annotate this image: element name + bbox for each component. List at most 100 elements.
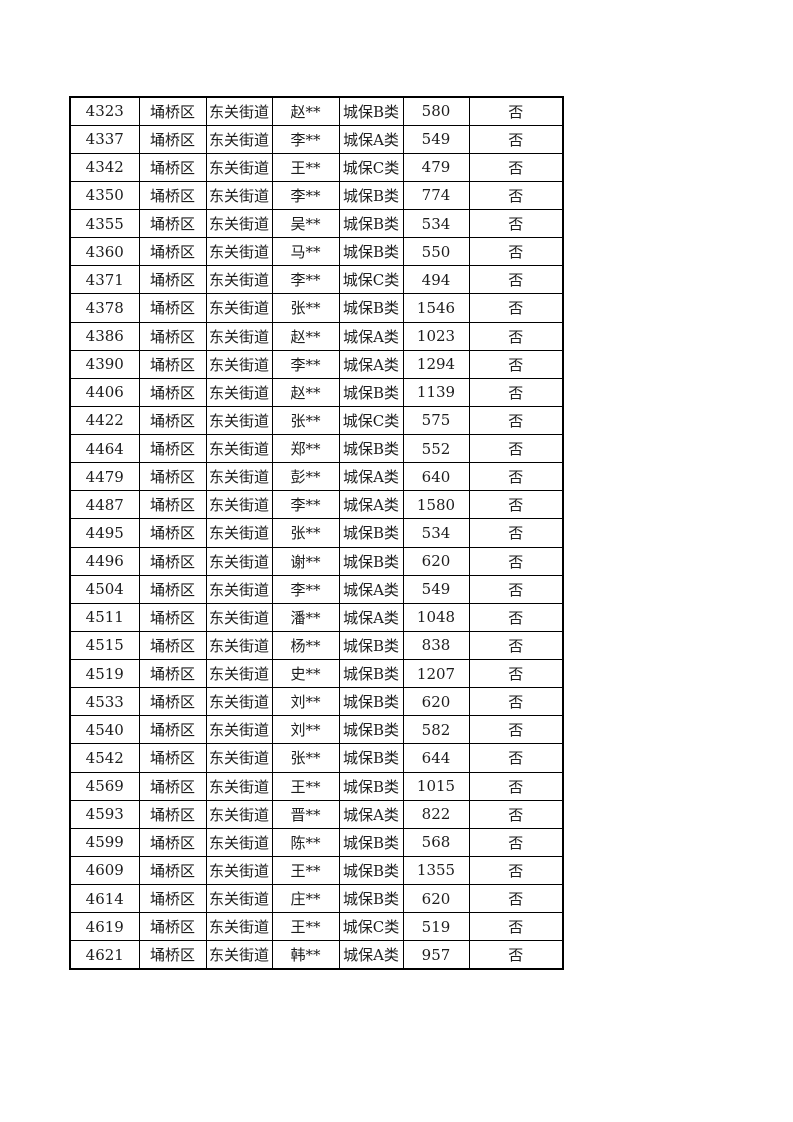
cell-flag: 否 xyxy=(468,349,564,379)
cell-name: 李** xyxy=(271,574,340,604)
cell-district: 埇桥区 xyxy=(138,940,207,970)
cell-subdistrict: 东关街道 xyxy=(205,658,273,689)
cell-amount: 549 xyxy=(402,124,470,154)
cell-amount: 1580 xyxy=(402,490,470,520)
cell-category: 城保B类 xyxy=(338,518,404,548)
cell-flag: 否 xyxy=(468,799,564,829)
cell-flag: 否 xyxy=(468,490,564,520)
cell-name: 刘** xyxy=(271,687,340,717)
cell-name: 庄** xyxy=(271,883,340,914)
cell-district: 埇桥区 xyxy=(138,630,207,661)
cell-subdistrict: 东关街道 xyxy=(205,883,273,914)
cell-district: 埇桥区 xyxy=(138,883,207,914)
cell-amount: 1015 xyxy=(402,771,470,801)
cell-amount: 1546 xyxy=(402,293,470,323)
cell-record-id: 4495 xyxy=(69,518,140,548)
cell-amount: 494 xyxy=(402,265,470,295)
cell-subdistrict: 东关街道 xyxy=(205,321,273,351)
cell-flag: 否 xyxy=(468,152,564,182)
cell-flag: 否 xyxy=(468,883,564,914)
table-row: 4614 埇桥区 东关街道 庄** 城保B类 620 否 xyxy=(69,883,564,914)
cell-record-id: 4422 xyxy=(69,405,140,436)
cell-flag: 否 xyxy=(468,912,564,942)
cell-name: 李** xyxy=(271,349,340,379)
cell-name: 赵** xyxy=(271,377,340,407)
cell-name: 潘** xyxy=(271,602,340,632)
cell-name: 李** xyxy=(271,490,340,520)
table-row: 4511 埇桥区 东关街道 潘** 城保A类 1048 否 xyxy=(69,602,564,632)
cell-name: 史** xyxy=(271,658,340,689)
cell-name: 杨** xyxy=(271,630,340,661)
cell-category: 城保C类 xyxy=(338,405,404,436)
cell-name: 李** xyxy=(271,180,340,211)
cell-district: 埇桥区 xyxy=(138,912,207,942)
cell-flag: 否 xyxy=(468,180,564,211)
cell-name: 王** xyxy=(271,855,340,886)
cell-flag: 否 xyxy=(468,462,564,492)
cell-flag: 否 xyxy=(468,602,564,632)
cell-flag: 否 xyxy=(468,433,564,464)
cell-subdistrict: 东关街道 xyxy=(205,377,273,407)
cell-category: 城保B类 xyxy=(338,433,404,464)
cell-district: 埇桥区 xyxy=(138,405,207,436)
table-row: 4406 埇桥区 东关街道 赵** 城保B类 1139 否 xyxy=(69,377,564,407)
cell-amount: 620 xyxy=(402,546,470,576)
cell-district: 埇桥区 xyxy=(138,743,207,773)
cell-category: 城保A类 xyxy=(338,602,404,632)
cell-record-id: 4593 xyxy=(69,799,140,829)
table-row: 4323 埇桥区 东关街道 赵** 城保B类 580 否 xyxy=(69,96,564,126)
cell-flag: 否 xyxy=(468,293,564,323)
cell-amount: 620 xyxy=(402,687,470,717)
cell-record-id: 4619 xyxy=(69,912,140,942)
cell-district: 埇桥区 xyxy=(138,462,207,492)
cell-district: 埇桥区 xyxy=(138,658,207,689)
table-row: 4386 埇桥区 东关街道 赵** 城保A类 1023 否 xyxy=(69,321,564,351)
cell-category: 城保B类 xyxy=(338,237,404,267)
cell-amount: 519 xyxy=(402,912,470,942)
table-row: 4599 埇桥区 东关街道 陈** 城保B类 568 否 xyxy=(69,827,564,857)
cell-flag: 否 xyxy=(468,715,564,745)
cell-subdistrict: 东关街道 xyxy=(205,349,273,379)
cell-amount: 534 xyxy=(402,518,470,548)
cell-name: 张** xyxy=(271,743,340,773)
cell-subdistrict: 东关街道 xyxy=(205,546,273,576)
cell-category: 城保A类 xyxy=(338,321,404,351)
cell-amount: 838 xyxy=(402,630,470,661)
cell-record-id: 4540 xyxy=(69,715,140,745)
cell-flag: 否 xyxy=(468,743,564,773)
cell-category: 城保B类 xyxy=(338,377,404,407)
cell-amount: 1207 xyxy=(402,658,470,689)
cell-district: 埇桥区 xyxy=(138,490,207,520)
cell-record-id: 4569 xyxy=(69,771,140,801)
cell-name: 张** xyxy=(271,405,340,436)
table-row: 4487 埇桥区 东关街道 李** 城保A类 1580 否 xyxy=(69,490,564,520)
cell-district: 埇桥区 xyxy=(138,180,207,211)
cell-category: 城保C类 xyxy=(338,912,404,942)
cell-subdistrict: 东关街道 xyxy=(205,405,273,436)
cell-amount: 1355 xyxy=(402,855,470,886)
table-row: 4533 埇桥区 东关街道 刘** 城保B类 620 否 xyxy=(69,687,564,717)
cell-amount: 580 xyxy=(402,96,470,126)
cell-record-id: 4519 xyxy=(69,658,140,689)
cell-category: 城保A类 xyxy=(338,799,404,829)
cell-category: 城保B类 xyxy=(338,630,404,661)
cell-name: 刘** xyxy=(271,715,340,745)
cell-category: 城保B类 xyxy=(338,180,404,211)
cell-category: 城保B类 xyxy=(338,687,404,717)
cell-amount: 1048 xyxy=(402,602,470,632)
cell-amount: 582 xyxy=(402,715,470,745)
cell-flag: 否 xyxy=(468,321,564,351)
cell-record-id: 4390 xyxy=(69,349,140,379)
cell-subdistrict: 东关街道 xyxy=(205,180,273,211)
cell-amount: 822 xyxy=(402,799,470,829)
cell-record-id: 4406 xyxy=(69,377,140,407)
cell-subdistrict: 东关街道 xyxy=(205,518,273,548)
cell-district: 埇桥区 xyxy=(138,771,207,801)
table-row: 4619 埇桥区 东关街道 王** 城保C类 519 否 xyxy=(69,912,564,942)
cell-subdistrict: 东关街道 xyxy=(205,630,273,661)
table-row: 4542 埇桥区 东关街道 张** 城保B类 644 否 xyxy=(69,743,564,773)
cell-name: 李** xyxy=(271,265,340,295)
cell-flag: 否 xyxy=(468,265,564,295)
cell-category: 城保B类 xyxy=(338,96,404,126)
cell-district: 埇桥区 xyxy=(138,715,207,745)
